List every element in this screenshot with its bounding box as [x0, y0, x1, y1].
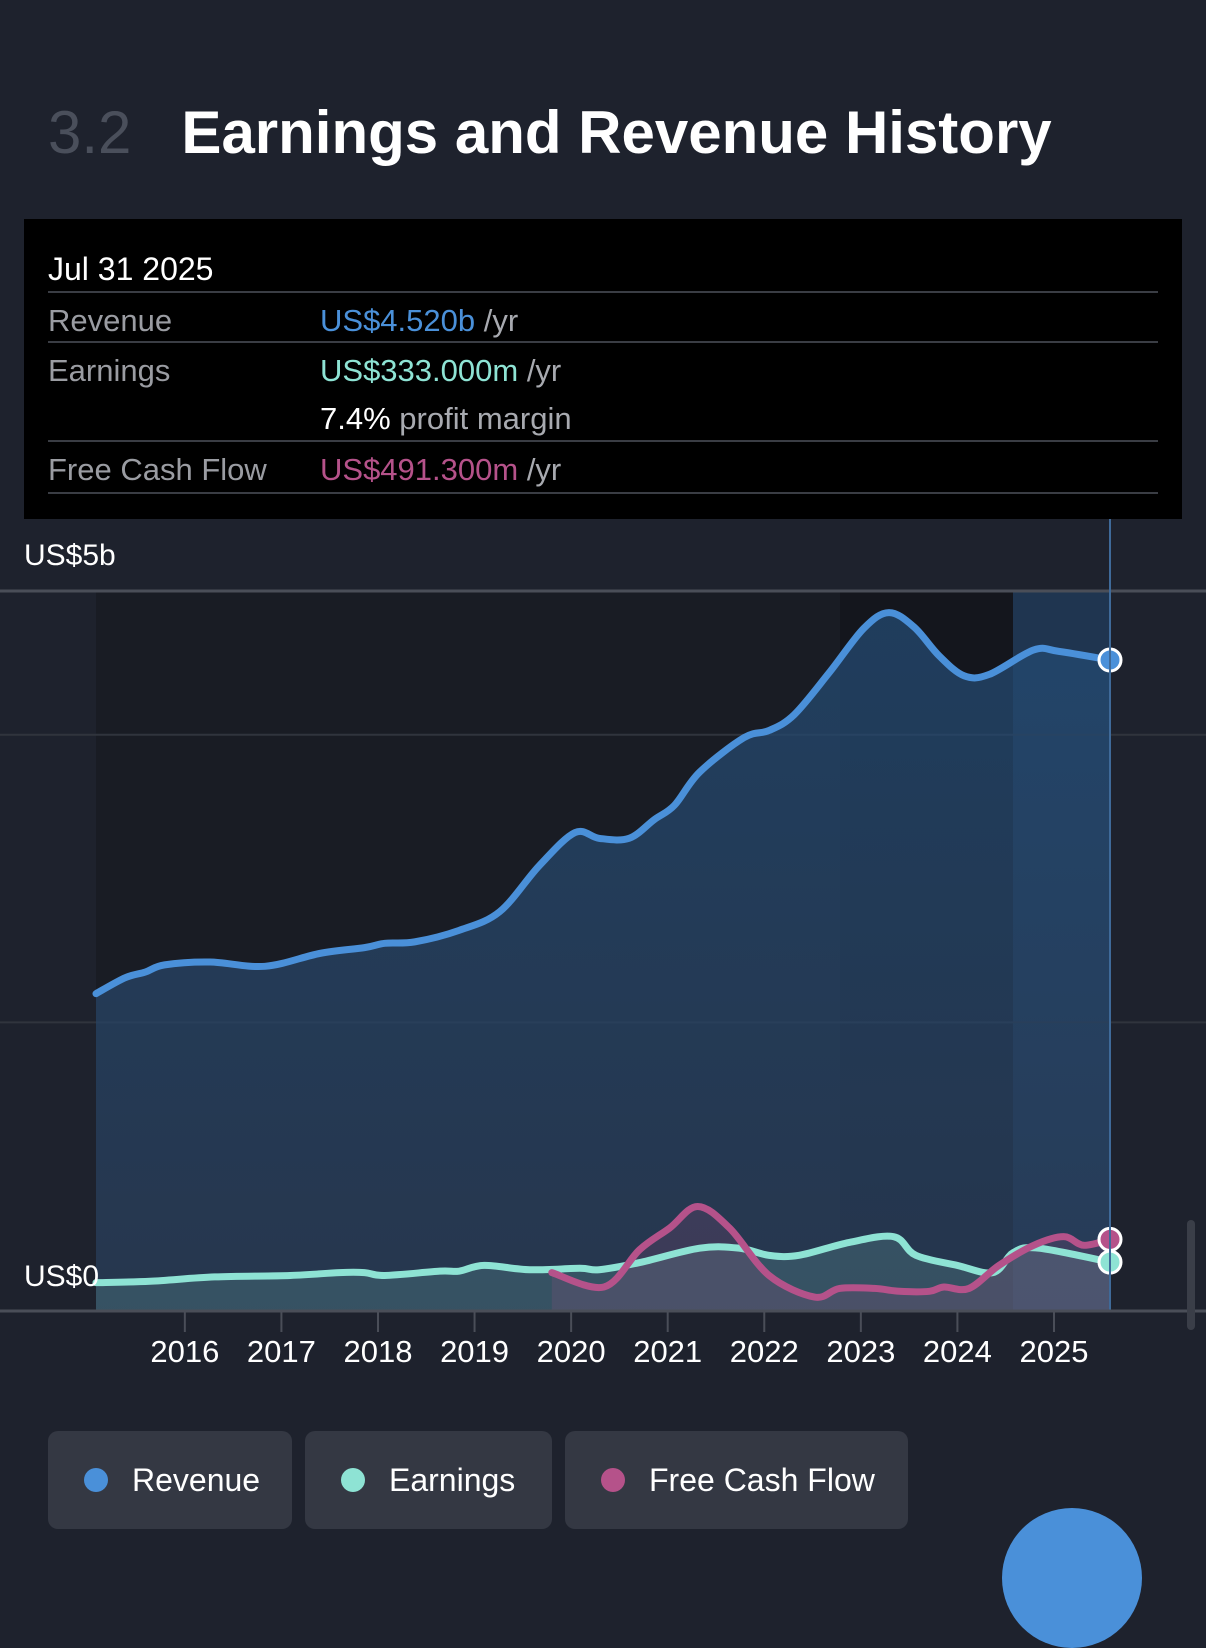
- revenue-unit: /yr: [483, 303, 519, 338]
- floating-action-button[interactable]: [1002, 1508, 1142, 1648]
- revenue-line: [92, 609, 1114, 998]
- legend-label: Revenue: [132, 1461, 261, 1498]
- x-tick-label: 2018: [344, 1334, 413, 1369]
- x-tick-label: 2019: [440, 1334, 509, 1369]
- x-tick-label: 2021: [633, 1334, 702, 1369]
- y-tick-label: US$5b: [24, 539, 116, 572]
- y-tick-label: US$0: [24, 1260, 99, 1293]
- fcf-area: [551, 1206, 1110, 1310]
- tooltip: Jul 31 2025 Revenue US$4.520b /yr Earnin…: [24, 219, 1182, 519]
- legend-label: Free Cash Flow: [649, 1461, 875, 1498]
- earnings-label: Earnings: [48, 353, 171, 388]
- profit-margin-value: 7.4%: [320, 401, 391, 436]
- section-title-text: Earnings and Revenue History: [181, 99, 1052, 166]
- legend-fcf[interactable]: Free Cash Flow: [565, 1431, 908, 1529]
- fcf-unit: /yr: [526, 452, 562, 487]
- legend-revenue[interactable]: Revenue: [48, 1431, 292, 1529]
- tooltip-row-fcf: Free Cash Flow US$491.300m /yr: [48, 440, 1158, 494]
- x-tick-label: 2020: [537, 1334, 606, 1369]
- earnings-value: US$333.000m: [320, 353, 519, 388]
- x-tick-label: 2017: [247, 1334, 316, 1369]
- earnings-unit: /yr: [526, 353, 562, 388]
- scrollbar[interactable]: [1187, 1220, 1195, 1330]
- revenue-label: Revenue: [48, 303, 173, 338]
- tooltip-date: Jul 31 2025: [48, 251, 214, 287]
- earnings-revenue-chart[interactable]: US$5b US$0 2016 2017 2018 2019 2020 2021 2022 20…: [0, 0, 1206, 1420]
- tooltip-row-earnings: Earnings US$333.000m /yr 7.4% profit mar…: [48, 341, 1158, 441]
- legend-earnings[interactable]: Earnings: [305, 1431, 552, 1529]
- x-tick-label: 2016: [150, 1334, 219, 1369]
- fcf-line: [548, 1202, 1114, 1301]
- fcf-dot-icon: [601, 1468, 625, 1492]
- revenue-area: [96, 612, 1110, 1310]
- earnings-dot-icon: [341, 1468, 365, 1492]
- x-tick-label: 2025: [1020, 1334, 1089, 1369]
- section-number: 3.2: [48, 99, 132, 166]
- x-tick-label: 2022: [730, 1334, 799, 1369]
- legend-label: Earnings: [389, 1461, 516, 1498]
- revenue-dot-icon: [84, 1468, 108, 1492]
- fcf-value: US$491.300m: [320, 452, 519, 487]
- profit-margin-label: profit margin: [399, 401, 572, 436]
- section-title: 3.2 Earnings and Revenue History: [48, 98, 1052, 167]
- fcf-label: Free Cash Flow: [48, 452, 267, 487]
- tooltip-row-revenue: Revenue US$4.520b /yr: [48, 291, 1158, 343]
- earnings-area: [96, 1236, 1110, 1310]
- revenue-value: US$4.520b: [320, 303, 476, 338]
- x-tick-label: 2024: [923, 1334, 992, 1369]
- x-tick-label: 2023: [826, 1334, 895, 1369]
- earnings-line: [92, 1232, 1114, 1287]
